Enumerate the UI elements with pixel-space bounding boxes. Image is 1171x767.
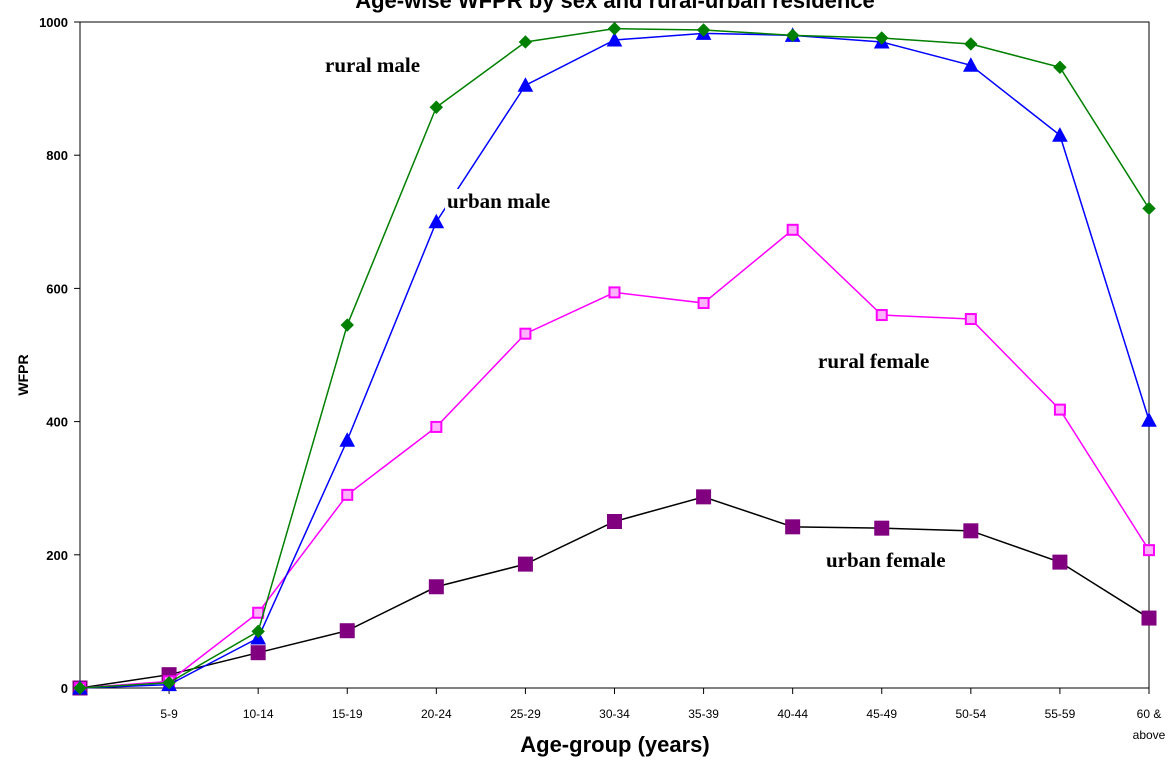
data-point-rural-male [1053, 60, 1067, 74]
series-annotation-urban-male: urban male [447, 189, 550, 213]
x-tick-label: 5-9 [160, 707, 178, 721]
data-point-urban-female [1141, 610, 1157, 626]
data-point-urban-female [428, 579, 444, 595]
data-point-rural-female [875, 309, 888, 322]
x-tick-label: 10-14 [243, 707, 274, 721]
plot-frame [79, 21, 1150, 689]
data-point-rural-male [696, 23, 711, 37]
data-point-urban-male [962, 57, 979, 72]
data-point-rural-male [518, 35, 533, 49]
data-point-rural-male [73, 681, 87, 695]
data-point-rural-female [608, 286, 621, 299]
data-point-rural-male [607, 21, 622, 36]
data-point-rural-male [964, 37, 978, 51]
series-annotation-urban-female: urban female [826, 548, 946, 572]
y-tick-label: 400 [46, 415, 68, 430]
x-tick-label: 25-29 [510, 707, 541, 721]
data-point-urban-male [517, 77, 534, 92]
data-point-rural-male [875, 31, 889, 45]
y-axis-title: WFPR [15, 354, 31, 395]
data-point-rural-female [1053, 403, 1066, 416]
data-point-rural-male [429, 100, 444, 114]
data-point-rural-male [251, 624, 265, 639]
data-point-urban-female [696, 489, 712, 505]
data-point-urban-male [1052, 127, 1068, 142]
data-point-urban-male [428, 213, 445, 229]
series-line-rural-female [79, 228, 1150, 689]
x-tick-label: 20-24 [421, 707, 452, 721]
x-tick-label: 35-39 [688, 707, 719, 721]
data-point-rural-female [430, 420, 443, 433]
x-tick-label: 50-54 [955, 707, 986, 721]
x-axis-title: Age-group (years) [520, 732, 709, 757]
chart-title: Age-wise WFPR by sex and rural-urban res… [355, 0, 875, 13]
data-point-rural-male [340, 318, 354, 332]
y-tick-label: 800 [46, 148, 68, 163]
data-point-urban-male [339, 432, 356, 447]
data-point-rural-female [341, 488, 354, 501]
data-point-rural-female [519, 327, 532, 340]
data-point-rural-female [964, 313, 977, 326]
series-line-rural-male [79, 27, 1150, 689]
data-point-urban-female [607, 514, 622, 529]
data-point-urban-female [339, 623, 355, 639]
data-point-rural-male [1142, 201, 1156, 216]
data-point-urban-male [606, 31, 623, 47]
data-point-urban-female [874, 520, 890, 536]
data-point-rural-female [1143, 544, 1155, 557]
x-tick-label: 60 & [1137, 707, 1162, 721]
data-point-rural-female [252, 606, 265, 619]
data-point-urban-male [1141, 412, 1157, 427]
x-tick-label: 45-49 [866, 707, 897, 721]
data-point-rural-male [162, 675, 176, 690]
annotation-background [445, 189, 553, 213]
data-point-urban-female [250, 645, 266, 661]
x-tick-label: 55-59 [1045, 707, 1076, 721]
data-point-urban-female [963, 523, 979, 539]
series-annotation-rural-female: rural female [818, 349, 929, 373]
data-point-urban-female [1052, 554, 1068, 570]
y-tick-label: 1000 [39, 15, 68, 30]
y-tick-label: 0 [61, 681, 68, 696]
y-tick-label: 200 [46, 548, 68, 563]
x-tick-label: 30-34 [599, 707, 630, 721]
annotation-background [816, 349, 932, 373]
series-annotation-rural-male: rural male [325, 53, 420, 77]
annotation-background [323, 53, 423, 77]
x-tick-label: 15-19 [332, 707, 363, 721]
series-line-urban-male [79, 32, 1150, 689]
data-point-urban-female [517, 556, 533, 572]
x-tick-label: above [1133, 728, 1166, 742]
data-point-rural-female [786, 223, 799, 236]
data-point-rural-male [785, 28, 800, 43]
data-point-rural-female [697, 297, 710, 310]
y-tick-label: 600 [46, 281, 68, 296]
x-tick-label: 40-44 [777, 707, 808, 721]
data-point-urban-female [785, 519, 801, 535]
annotation-background [824, 548, 948, 572]
